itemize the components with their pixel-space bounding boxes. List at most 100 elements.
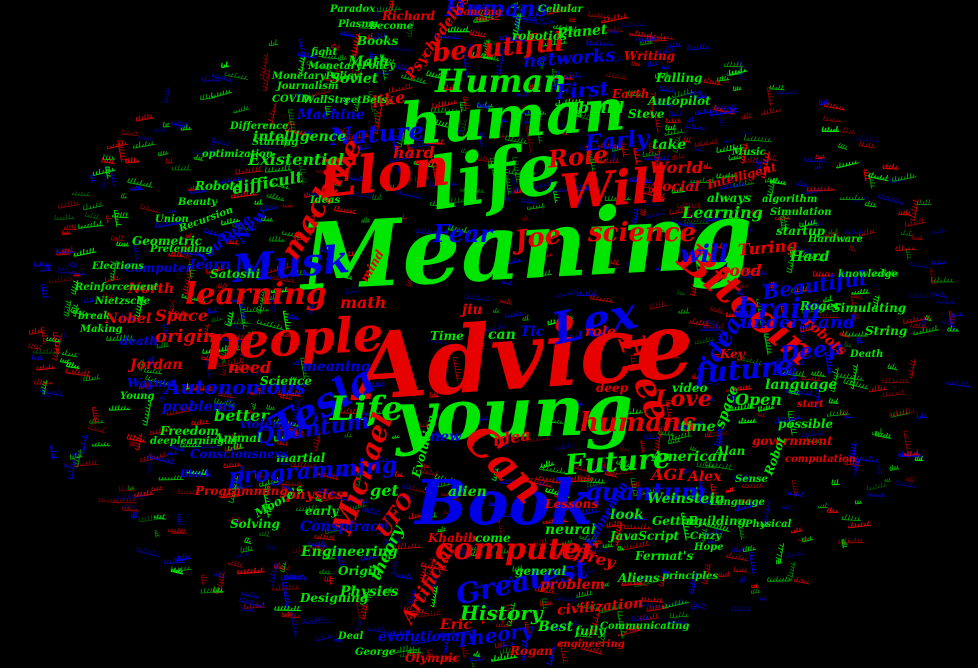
filler-word-mark (866, 491, 886, 497)
filler-word-mark (703, 378, 719, 386)
filler-word-mark (738, 417, 757, 424)
filler-word-mark (168, 442, 186, 452)
filler-word-mark (635, 230, 643, 238)
filler-word-mark (665, 399, 675, 425)
filler-word-mark (536, 252, 553, 260)
filler-word-mark (706, 246, 717, 251)
filler-word-mark (826, 409, 850, 417)
filler-word-mark (368, 91, 377, 113)
filler-word-mark (823, 115, 843, 123)
filler-word-mark (854, 500, 863, 505)
filler-word-mark (469, 654, 485, 662)
filler-word-mark (65, 361, 80, 369)
filler-word-mark (561, 539, 574, 546)
filler-word-mark (36, 364, 56, 371)
filler-word-mark (817, 502, 828, 509)
word-falling: Falling (656, 71, 703, 85)
word-fight: fight (311, 47, 338, 58)
filler-word-mark (802, 536, 814, 543)
filler-word-mark (349, 501, 367, 511)
filler-word-mark (127, 178, 153, 188)
filler-word-mark (903, 315, 931, 325)
filler-word-mark (137, 135, 153, 141)
filler-word-mark (211, 316, 223, 323)
filler-word-mark (850, 296, 860, 321)
filler-word-mark (142, 399, 152, 426)
filler-word-mark (358, 23, 376, 30)
word-jiu: jiu (462, 302, 483, 318)
filler-word-mark (54, 213, 75, 221)
filler-word-mark (223, 462, 242, 469)
filler-word-mark (779, 216, 787, 231)
filler-word-mark (936, 297, 956, 305)
filler-word-mark (200, 574, 208, 585)
word-reinforcement: Reinforcement (75, 282, 159, 293)
filler-word-mark (99, 165, 109, 190)
filler-word-mark (213, 587, 220, 595)
word-engineering: engineering (557, 639, 625, 650)
filler-word-mark (426, 557, 434, 576)
filler-word-mark (233, 105, 250, 114)
filler-word-mark (831, 479, 840, 486)
filler-word-mark (429, 573, 438, 588)
filler-word-mark (244, 537, 252, 544)
filler-word-mark (177, 488, 199, 495)
filler-word-mark (125, 157, 140, 164)
word-come: come (475, 531, 511, 545)
word-elections: Simulation (770, 207, 832, 218)
word-mind-cap: Black (180, 469, 212, 480)
word-robots-cap: Robots (195, 179, 242, 193)
filler-word-mark (396, 189, 422, 199)
filler-word-mark (278, 481, 304, 486)
filler-word-mark (694, 495, 710, 502)
filler-word-mark (567, 566, 595, 577)
filler-word-mark (931, 260, 947, 265)
word-good: good (718, 261, 762, 280)
word-can-lower: can (488, 327, 516, 343)
filler-word-mark (103, 154, 116, 161)
word-joe: Joe (513, 219, 564, 257)
filler-word-mark (769, 84, 785, 91)
filler-word-mark (318, 569, 332, 575)
word-death: death (120, 334, 159, 348)
filler-word-mark (742, 545, 757, 553)
filler-word-mark (87, 424, 106, 434)
filler-word-mark (667, 618, 688, 625)
filler-word-mark (68, 262, 78, 268)
filler-word-mark (525, 125, 534, 154)
filler-word-mark (156, 342, 170, 349)
filler-word-mark (133, 490, 154, 498)
filler-word-mark (587, 478, 606, 488)
filler-word-mark (133, 141, 155, 149)
word-steve: Steve (628, 107, 665, 121)
filler-word-mark (678, 467, 688, 474)
filler-word-mark (703, 163, 712, 169)
filler-word-mark (638, 599, 661, 608)
filler-word-mark (652, 143, 662, 168)
filler-word-mark (264, 164, 292, 173)
filler-word-mark (216, 572, 225, 590)
filler-word-mark (290, 376, 298, 380)
filler-word-mark (735, 226, 754, 234)
filler-word-mark (329, 578, 335, 585)
filler-word-mark (315, 633, 335, 642)
filler-word-mark (171, 164, 191, 171)
filler-word-mark (477, 602, 490, 608)
filler-word-mark (766, 86, 774, 107)
word-javascript: JavaScript (610, 529, 679, 543)
filler-word-mark (814, 163, 822, 170)
word-journalism: Journalism (277, 81, 339, 92)
filler-word-mark (287, 120, 296, 126)
filler-word-mark (687, 43, 710, 51)
word-build: build (578, 98, 625, 117)
filler-word-mark (110, 234, 124, 241)
filler-word-mark (916, 412, 928, 419)
filler-word-mark (267, 102, 277, 129)
filler-word-mark (274, 605, 301, 612)
filler-word-mark (868, 172, 889, 182)
filler-word-mark (292, 544, 313, 554)
filler-word-mark (647, 91, 657, 119)
word-problems: problems (162, 399, 236, 415)
word-books: Books (357, 34, 399, 48)
filler-word-mark (57, 266, 86, 276)
